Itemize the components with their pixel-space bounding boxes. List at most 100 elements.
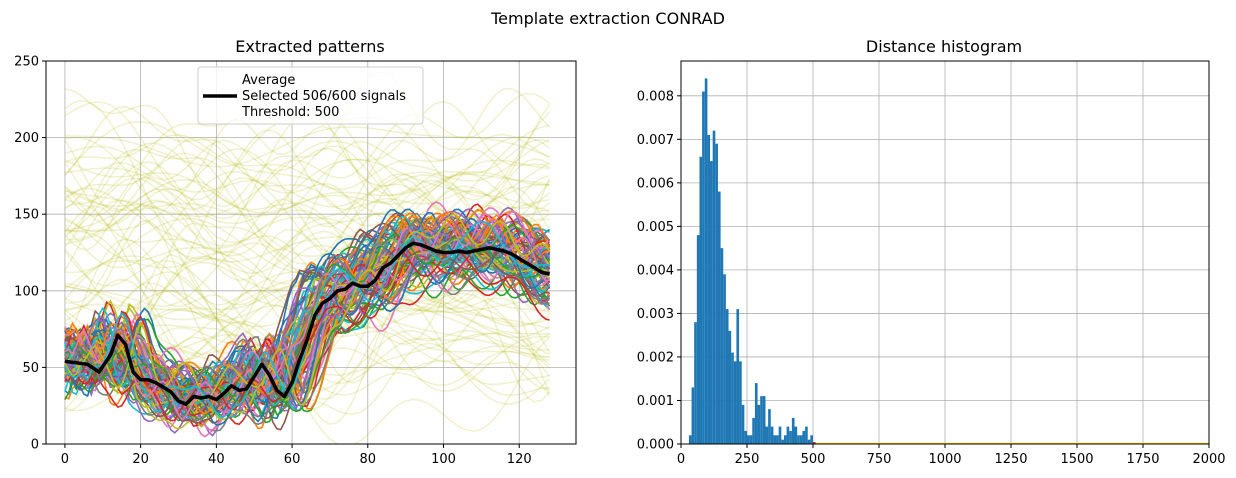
histogram-bar: [805, 426, 808, 444]
selected-signal-line: [64, 213, 551, 406]
patterns-chart-title: Extracted patterns: [235, 37, 385, 56]
background-signal-line: [64, 253, 551, 425]
patterns-xtick-label: 0: [61, 452, 69, 467]
histogram-bar: [736, 309, 740, 444]
selected-signal-line: [64, 210, 551, 414]
patterns-ytick-label: 250: [14, 55, 39, 70]
background-signal-line: [64, 178, 550, 257]
histogram-bar: [707, 134, 711, 445]
histogram-bar: [739, 361, 742, 444]
background-signal-line: [64, 129, 550, 303]
histogram-bar: [789, 430, 792, 444]
histogram-bar: [791, 417, 795, 444]
histogram-bar: [731, 352, 734, 444]
histogram-bar: [786, 426, 790, 444]
patterns-xtick-label: 40: [208, 452, 225, 467]
histogram-bar: [712, 130, 716, 444]
histogram-bar: [717, 191, 721, 444]
histogram-bar: [773, 435, 777, 444]
patterns-chart: Extracted patterns 0 20 40 60 80 100 120 0 50 100…: [14, 37, 577, 468]
histogram-bar: [710, 161, 713, 444]
background-signal-line: [64, 100, 550, 211]
background-signal-line: [64, 135, 550, 263]
histogram-xtick-label: 1250: [994, 452, 1027, 467]
background-signal-line: [64, 140, 551, 251]
legend-entry-selected: Selected 506/600 signals: [242, 89, 406, 104]
histogram-bar: [794, 426, 798, 444]
patterns-xtick-label: 120: [507, 452, 532, 467]
histogram-bar: [704, 78, 708, 444]
figure-suptitle: Template extraction CONRAD: [490, 9, 725, 28]
histogram-rejected-marker: [813, 442, 816, 444]
average-line: [64, 241, 550, 406]
patterns-frame: [45, 60, 577, 445]
patterns-ytick-label: 200: [14, 131, 39, 146]
histogram-bar: [747, 435, 750, 444]
histogram-ytick-label: 0.000: [637, 438, 674, 453]
histogram-bar: [802, 430, 806, 444]
histogram-ytick-label: 0.003: [637, 307, 674, 322]
patterns-xtick-label: 80: [360, 452, 377, 467]
histogram-bar: [768, 409, 771, 444]
histogram-ytick-label: 0.001: [637, 394, 674, 409]
patterns-ytick-label: 0: [31, 438, 39, 453]
histogram-bars: [688, 78, 813, 445]
histogram-bar: [733, 361, 737, 444]
histogram-bar: [723, 274, 726, 444]
histogram-bar: [728, 330, 732, 444]
background-signal-line: [64, 171, 550, 218]
patterns-xtick-label: 60: [284, 452, 301, 467]
histogram-bar: [757, 404, 761, 444]
patterns-ticks: 0 20 40 60 80 100 120 0 50 100 150 200 250: [14, 55, 531, 468]
histogram-bar: [699, 156, 703, 444]
legend-entry-threshold: Threshold: 500: [241, 105, 339, 120]
background-signal-line: [64, 136, 550, 227]
histogram-bar: [778, 426, 782, 444]
background-signal-line: [64, 120, 550, 227]
background-signal-line: [64, 159, 550, 214]
selected-signal-line: [64, 237, 550, 426]
background-signal-line: [64, 148, 550, 263]
histogram-ytick-label: 0.004: [637, 263, 674, 278]
histogram-bar: [783, 435, 787, 444]
histogram-bar: [752, 417, 755, 444]
histogram-bar: [765, 426, 769, 444]
histogram-bar: [688, 435, 692, 444]
histogram-bar: [749, 435, 753, 444]
histogram-xtick-label: 1000: [928, 452, 961, 467]
histogram-grid: [680, 61, 1210, 445]
background-signal-line: [64, 133, 550, 191]
histogram-bar: [696, 235, 700, 444]
background-signal-line: [64, 158, 550, 225]
legend-entry-average: Average: [242, 73, 295, 88]
histogram-bar: [807, 439, 811, 444]
histogram-xtick-label: 250: [735, 452, 760, 467]
histogram-ticks: 0 250 500 750 1000 1250 1500 1750 2000 0.000 0.001…: [637, 89, 1226, 467]
patterns-ytick-label: 150: [14, 208, 39, 223]
histogram-xtick-label: 1750: [1126, 452, 1159, 467]
histogram-bar: [691, 387, 695, 444]
histogram-chart-title: Distance histogram: [866, 37, 1022, 56]
patterns-xtick-label: 20: [132, 452, 149, 467]
histogram-ytick-label: 0.002: [637, 350, 674, 365]
background-signal-line: [64, 138, 550, 208]
background-signal-line: [64, 140, 550, 218]
histogram-xtick-label: 1500: [1060, 452, 1093, 467]
average-series: [64, 241, 550, 406]
selected-signal-line: [64, 216, 550, 394]
histogram-bar: [776, 435, 779, 444]
background-signal-line: [64, 126, 550, 168]
background-signal-line: [64, 261, 550, 393]
histogram-xtick-label: 750: [867, 452, 892, 467]
histogram-xtick-label: 2000: [1192, 452, 1225, 467]
background-signal-line: [64, 203, 550, 368]
selected-signal-line: [64, 228, 550, 413]
patterns-ytick-label: 50: [22, 361, 39, 376]
histogram-xtick-label: 0: [677, 452, 685, 467]
background-signal-line: [64, 177, 550, 265]
background-signal-line: [64, 170, 551, 269]
histogram-ytick-label: 0.007: [637, 133, 674, 148]
background-signal-line: [64, 185, 550, 306]
histogram-bar: [720, 248, 724, 444]
